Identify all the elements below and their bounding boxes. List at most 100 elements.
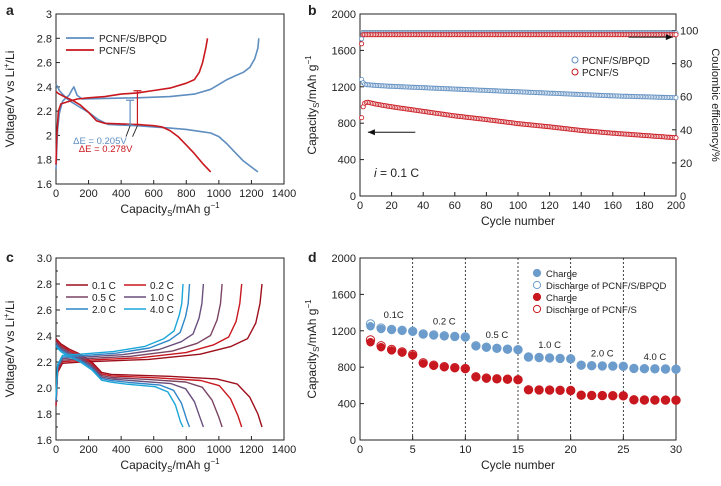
discharge-point — [408, 349, 418, 360]
x-tick-label: 30 — [670, 444, 682, 456]
discharge-point — [639, 395, 650, 405]
discharge-point — [481, 342, 492, 352]
legend-label: Charge — [546, 293, 577, 304]
discharge-point — [555, 385, 565, 395]
discharge-point — [566, 354, 576, 364]
legend-label: 1.0 C — [150, 293, 174, 304]
y2-axis-label: Coulombic efficiency/% — [709, 48, 721, 162]
y-tick-label: 1600 — [332, 45, 356, 57]
y-tick-label: 1.8 — [37, 409, 52, 421]
x-tick-label: 200 — [79, 444, 97, 456]
panel-a-plot-frame — [55, 13, 285, 185]
y-tick-label: 2000 — [332, 9, 356, 21]
discharge-point — [492, 374, 502, 384]
legend-label: Discharge of PCNF/S — [546, 305, 637, 316]
panel-a: a 0 200 400 600 800 1000 1200 1400 1.6 1.8 2 2.2 2.4 2… — [2, 2, 296, 218]
discharge-point — [534, 352, 544, 363]
rate-label: 0.1C — [384, 310, 404, 321]
x-tick-label: 400 — [112, 188, 130, 200]
discharge-point — [566, 385, 576, 396]
legend-label: 0.2 C — [150, 281, 174, 292]
x-tick-label: 1400 — [272, 188, 296, 200]
legend-label: PCNF/S/BPQD — [99, 34, 167, 45]
arrow-left-head — [367, 129, 375, 136]
voltage-curve-line — [55, 38, 209, 165]
pointer-arrow — [125, 125, 131, 137]
efficiency-point — [673, 32, 679, 38]
y-tick-label: 2.0 — [37, 383, 52, 395]
charge-curve-line — [55, 283, 205, 402]
discharge-point — [608, 361, 618, 371]
y-tick-label: 2.4 — [37, 331, 52, 343]
x-tick-label: 60 — [449, 200, 461, 212]
y-axis-label: CapacityS/mAh g−1 — [304, 55, 321, 155]
x-axis-label: Cycle number — [481, 458, 555, 472]
legend-label: Discharge of PCNF/S/BPQD — [546, 281, 667, 292]
discharge-point — [618, 391, 628, 401]
legend-label: 4.0 C — [150, 305, 174, 316]
efficiency-point — [359, 36, 365, 42]
x-tick-label: 1200 — [239, 444, 263, 456]
x-tick-label: 40 — [417, 200, 429, 212]
discharge-point — [671, 364, 681, 374]
discharge-point — [671, 395, 681, 405]
efficiency-point — [359, 41, 365, 47]
capacity-point — [673, 95, 679, 101]
discharge-point — [660, 364, 671, 374]
legend-marker — [571, 68, 579, 76]
y2-tick-label: 40 — [680, 125, 692, 137]
discharge-point — [523, 352, 534, 362]
x-tick-label: 400 — [112, 444, 130, 456]
discharge-point — [660, 395, 671, 405]
legend-label: 0.1 C — [92, 281, 116, 292]
y-tick-label: 1.8 — [37, 155, 52, 167]
discharge-point — [576, 360, 586, 370]
discharge-point — [397, 347, 407, 357]
discharge-point — [650, 364, 660, 374]
y2-tick-label: 0 — [680, 191, 686, 203]
y-tick-label: 2.6 — [37, 58, 52, 70]
discharge-point — [418, 358, 428, 368]
discharge-point — [629, 363, 639, 374]
x-tick-label: 180 — [635, 200, 653, 212]
y-tick-label: 0 — [350, 191, 356, 203]
x-tick-label: 600 — [145, 188, 163, 200]
x-tick-label: 25 — [617, 444, 629, 456]
discharge-point — [502, 344, 513, 354]
x-tick-label: 0 — [357, 200, 363, 212]
discharge-point — [439, 362, 449, 372]
charge-curve-line — [55, 283, 223, 404]
legend-label: Charge — [546, 269, 577, 280]
x-tick-label: 140 — [572, 200, 590, 212]
x-tick-label: 15 — [512, 444, 524, 456]
discharge-curve-line — [55, 339, 243, 428]
y-tick-label: 1600 — [332, 289, 356, 301]
panel-d: d 0 5 10 15 20 25 30 0 400 800 1200 1600 2000 Cycle nu… — [304, 249, 682, 472]
discharge-curve-line — [55, 338, 263, 428]
panel-c: c 0 200 400 600 800 1000 1200 1400 1.6 1.8 2.0 2.2 2.… — [2, 249, 296, 474]
legend-marker — [571, 56, 579, 64]
discharge-point — [386, 344, 397, 355]
x-tick-label: 120 — [540, 200, 558, 212]
y-tick-label: 1200 — [332, 326, 356, 338]
y-tick-label: 2.2 — [37, 106, 52, 118]
discharge-point — [513, 375, 523, 385]
discharge-point — [429, 330, 439, 340]
x-axis-label: CapacityS/mAh g−1 — [120, 201, 220, 218]
y-tick-label: 1200 — [332, 82, 356, 94]
voltage-curve-line — [55, 91, 212, 173]
discharge-point — [439, 331, 449, 341]
y-tick-label: 2.6 — [37, 305, 52, 317]
y-axis-label: Voltage/V vs Li+/Li — [2, 301, 17, 398]
discharge-point — [376, 341, 386, 351]
legend-marker — [532, 268, 542, 278]
y2-tick-label: 80 — [680, 59, 692, 71]
discharge-point — [397, 325, 407, 335]
rate-label: 4.0 C — [644, 352, 667, 363]
discharge-point — [587, 361, 597, 371]
discharge-point — [639, 364, 650, 374]
charge-point — [366, 337, 375, 347]
x-tick-label: 0 — [357, 444, 363, 456]
legend-label: 2.0 C — [92, 305, 116, 316]
x-tick-label: 80 — [480, 200, 492, 212]
